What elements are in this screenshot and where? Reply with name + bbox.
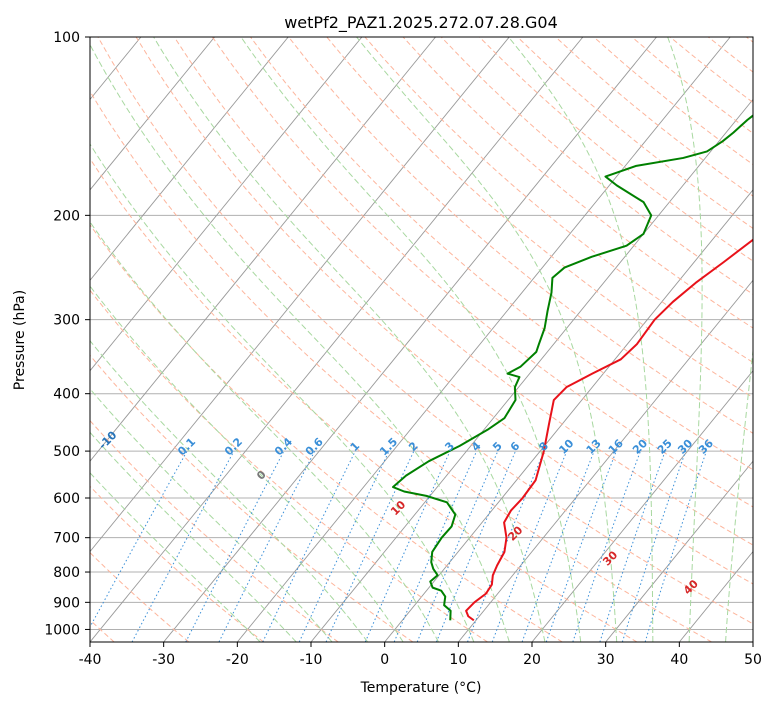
dry-adiabat	[326, 37, 753, 399]
mixing-ratio-line	[218, 450, 316, 642]
dry-adiabat	[90, 354, 414, 642]
x-tick-label: -30	[152, 652, 175, 668]
x-tick-label: 50	[744, 652, 762, 668]
chart-title: wetPf2_PAZ1.2025.272.07.28.G04	[284, 13, 558, 33]
dry-adiabat	[135, 37, 753, 585]
y-tick-label: 200	[53, 208, 80, 224]
mixing-ratio-line	[621, 450, 687, 642]
moist-adiabat	[90, 221, 439, 642]
x-tick-label: 40	[670, 652, 688, 668]
isotherm-line	[236, 37, 731, 642]
x-tick-label: -40	[79, 652, 102, 668]
mixing-ratio-line	[599, 450, 666, 642]
moist-adiabat	[240, 37, 582, 642]
y-tick-label: 300	[53, 313, 80, 329]
isotherm-line	[90, 37, 584, 642]
y-tick-label: 900	[53, 595, 80, 611]
moist-adiabat	[90, 339, 369, 642]
y-axis-label: Pressure (hPa)	[12, 290, 28, 390]
mixing-ratio-line	[90, 450, 188, 628]
isotherm-line	[531, 370, 753, 642]
isotherm-line	[90, 37, 363, 372]
y-tick-label: 100	[53, 30, 80, 46]
dry-adiabat	[211, 37, 753, 508]
mixing-ratio-line	[644, 450, 707, 642]
isotherm-line	[90, 37, 436, 462]
y-tick-label: 1000	[44, 622, 80, 638]
y-tick-label: 600	[53, 491, 80, 507]
y-tick-label: 800	[53, 565, 80, 581]
moist-adiabat	[90, 472, 261, 642]
temperature-trace	[465, 238, 753, 622]
plot-frame	[89, 36, 754, 643]
x-tick-label: -20	[226, 652, 249, 668]
isotherm-line	[605, 460, 753, 642]
x-axis-label: Temperature (°C)	[360, 680, 482, 696]
moist-adiabat	[90, 143, 475, 642]
mixing-ratio-line	[393, 450, 478, 642]
y-tick-label: 400	[53, 387, 80, 403]
x-tick-label: 30	[597, 652, 615, 668]
mixing-ratio-line	[572, 450, 641, 642]
x-tick-label: 20	[523, 652, 541, 668]
isotherm-line	[457, 279, 753, 642]
moist-adiabat	[153, 37, 546, 642]
mixing-ratio-line	[545, 450, 617, 642]
mixing-ratio-line	[521, 450, 595, 642]
dry-adiabat	[90, 157, 638, 642]
mixing-ratio-line	[435, 450, 516, 642]
isotherm-line	[384, 189, 753, 642]
moist-adiabat	[667, 37, 703, 642]
mixing-ratio-line	[491, 450, 568, 642]
dry-adiabat--20	[90, 485, 264, 642]
mixing-ratio-line	[131, 450, 235, 642]
dewpoint-trace	[392, 114, 753, 621]
dry-adiabat--10	[90, 419, 339, 642]
x-tick-label: -10	[300, 652, 323, 668]
mixing-ratio-line	[416, 450, 499, 642]
moist-adiabat	[725, 346, 753, 642]
y-tick-label: 500	[53, 444, 80, 460]
dry-adiabat	[364, 37, 753, 364]
dry-adiabat--30	[90, 551, 190, 642]
plot-area: -100-90-80-70-60-50-40-30-20-10010203040…	[90, 37, 753, 642]
x-tick-label: 0	[380, 652, 389, 668]
isotherm-line	[90, 37, 510, 553]
moist-adiabat	[90, 285, 404, 642]
dry-adiabat	[90, 289, 488, 642]
y-tick-label: 700	[53, 531, 80, 547]
moist-adiabat	[90, 388, 333, 642]
isotherm-line	[90, 37, 215, 191]
dry-adiabat	[440, 37, 753, 295]
moist-adiabat	[508, 37, 654, 642]
isotherm-line	[163, 37, 657, 642]
mixing-ratio-line	[364, 450, 451, 642]
moist-adiabat	[90, 43, 510, 642]
dry-adiabat	[90, 90, 712, 642]
moist-adiabat	[90, 431, 297, 642]
isotherm-line	[90, 37, 289, 282]
mixing-ratio-line	[467, 450, 545, 642]
dry-adiabat	[90, 223, 563, 642]
x-tick-label: 10	[449, 652, 467, 668]
